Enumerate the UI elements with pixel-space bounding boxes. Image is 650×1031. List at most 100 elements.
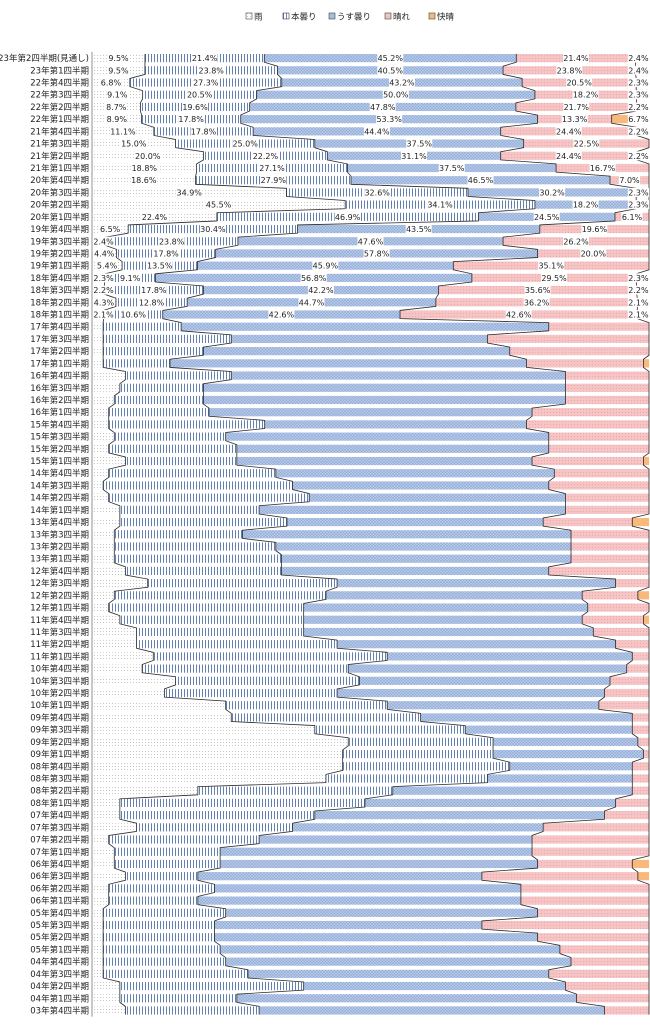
bar-rain [92, 969, 104, 978]
bar-sunny [615, 640, 649, 649]
bar-cloudy [281, 554, 572, 563]
data-label-bg [382, 90, 409, 100]
bar-sunny [548, 322, 649, 331]
bar-rain [92, 847, 115, 856]
bar-sunny [481, 872, 638, 881]
category-label: 15年第2四半期 [30, 444, 89, 455]
data-label-bg [369, 102, 396, 112]
data-label-overcast: 30.4% [200, 225, 226, 234]
bar-overcast [125, 1006, 260, 1015]
data-label-bg [93, 248, 115, 258]
bar-rain [92, 945, 104, 954]
category-label: 13年第3四半期 [30, 529, 89, 540]
series-line-rain-overcast [102, 54, 349, 1015]
bar-sunny [615, 798, 649, 808]
data-label-bg [627, 53, 649, 63]
bar-rain [92, 493, 109, 502]
bar-overcast [114, 530, 243, 539]
data-label-overcast: 27.9% [261, 176, 287, 185]
bar-cloudy [197, 872, 482, 881]
category-label: 05年第2四半期 [30, 932, 89, 943]
bar-sunny [565, 493, 649, 502]
category-label: 18年第3四半期 [30, 285, 89, 296]
category-label: 10年第2四半期 [30, 688, 89, 699]
category-axis: 23年第2四半期(見通し)23年第1四半期22年第4四半期22年第3四半期22年… [0, 52, 93, 1017]
category-label: 07年第1四半期 [30, 847, 89, 858]
data-label-sunny: 35.1% [538, 262, 564, 271]
bar-rain [92, 749, 343, 759]
data-label-clear: 2.2% [628, 152, 649, 161]
bar-rain [92, 591, 115, 600]
data-label-overcast: 19.6% [182, 103, 208, 112]
bar-sunny [537, 908, 649, 917]
category-label: 05年第4四半期 [30, 908, 89, 919]
bar-cloudy [214, 884, 521, 893]
bar-cloudy [314, 811, 605, 820]
bar-overcast [108, 444, 237, 453]
data-label-bg [205, 200, 232, 210]
bar-cloudy [275, 469, 555, 478]
bar-rain [92, 811, 120, 820]
bar-overcast [125, 456, 237, 466]
data-label-overcast: 23.8% [159, 237, 185, 246]
bar-overcast [114, 847, 221, 856]
category-label: 19年第4四半期 [30, 224, 89, 235]
bar-sunny [565, 395, 649, 405]
bar-sunny [565, 383, 649, 392]
data-label-bg [627, 65, 649, 75]
data-label-overcast: 17.8% [153, 249, 179, 258]
data-label-sunny: 24.4% [556, 152, 582, 161]
bar-sunny [526, 359, 644, 368]
bar-rain [92, 408, 109, 417]
data-label-sunny: 23.8% [557, 66, 583, 75]
data-label-bg [259, 163, 286, 173]
data-label-rain: 6.5% [100, 225, 121, 234]
bar-cloudy [247, 969, 549, 978]
data-label-sunny: 13.3% [562, 115, 588, 124]
data-label-bg [627, 187, 649, 197]
category-label: 07年第4四半期 [30, 810, 89, 821]
bar-sunny [610, 676, 649, 685]
bar-sunny [604, 688, 649, 698]
bar-rain [92, 725, 315, 734]
data-label-bg [555, 151, 582, 161]
data-label-sunny: 24.4% [556, 127, 582, 136]
data-label-overcast: 21.4% [192, 54, 218, 63]
data-label-bg [106, 114, 128, 124]
bar-sunny [565, 505, 649, 514]
bar-overcast [342, 749, 494, 759]
category-label: 04年第1四半期 [30, 993, 89, 1004]
data-label-bg [312, 261, 339, 271]
category-label: 19年第2四半期 [30, 248, 89, 259]
bar-overcast [142, 664, 349, 673]
data-label-bg [627, 102, 649, 112]
data-label-clear: 2.3% [628, 79, 649, 88]
data-label-clear: 2.1% [628, 298, 649, 307]
bar-sunny [565, 981, 649, 991]
data-label-sunny: 35.6% [525, 286, 551, 295]
category-label: 07年第3四半期 [30, 822, 89, 833]
category-label: 09年第2四半期 [30, 737, 89, 748]
bar-overcast [103, 359, 170, 368]
bar-sunny [559, 945, 649, 954]
category-label: 12年第3四半期 [30, 578, 89, 589]
data-label-bg [106, 90, 128, 100]
bar-overcast [119, 811, 315, 820]
data-label-sunny: 42.6% [506, 311, 532, 320]
bar-sunny [532, 847, 649, 856]
bar-rain [92, 383, 120, 392]
data-label-sunny: 20.5% [566, 79, 592, 88]
category-label: 15年第1四半期 [30, 456, 89, 467]
bar-rain [92, 640, 137, 649]
data-label-bg [192, 78, 219, 88]
bar-cloudy [259, 1006, 605, 1015]
data-label-rain: 20.0% [135, 152, 161, 161]
data-label-bg [377, 65, 404, 75]
series-line-cloudy-sunny [399, 54, 644, 1015]
category-label: 12年第4四半期 [30, 566, 89, 577]
bar-clear [643, 456, 649, 466]
legend-swatch-cloudy [328, 12, 336, 20]
data-label-sunny: 18.2% [573, 91, 599, 100]
category-label: 16年第2四半期 [30, 395, 89, 406]
category-label: 23年第2四半期(見通し) [0, 53, 89, 64]
